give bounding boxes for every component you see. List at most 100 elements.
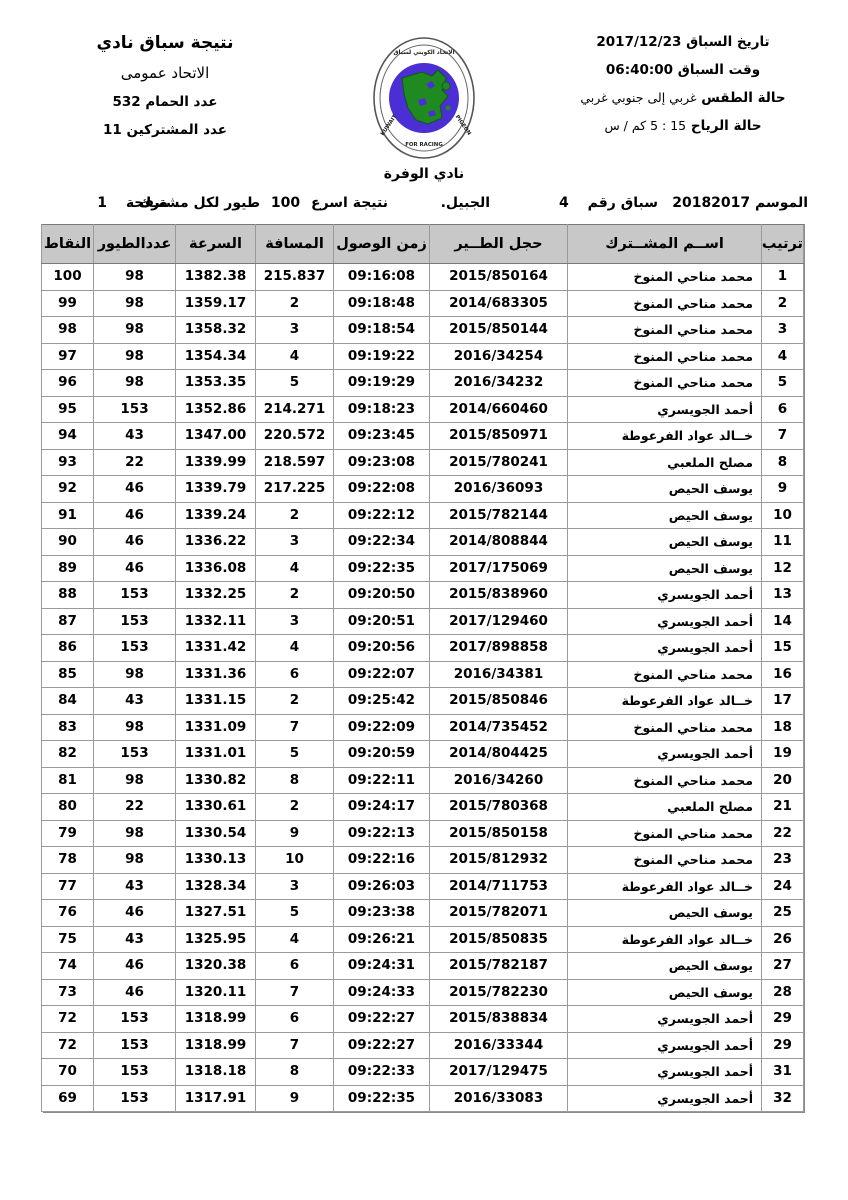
cell-name: محمد مناحي المنوخ (567, 369, 762, 397)
participant-name: أحمد الجويسري (657, 401, 753, 417)
cell-time: 09:20:56 (333, 634, 430, 662)
race-date-value: 2017/12/23 (596, 34, 682, 50)
cell-time: 09:22:27 (333, 1031, 430, 1059)
cell-reg: 2015/850835 (429, 925, 568, 953)
cell-name: محمد مناحي المنوخ (567, 316, 762, 344)
cell-reg: 2015/850144 (429, 316, 568, 344)
cell-points: 98 (41, 316, 94, 344)
cell-birds: 153 (93, 607, 176, 635)
cell-time: 09:22:34 (333, 528, 430, 556)
cell-time: 09:22:11 (333, 766, 430, 794)
cell-speed: 1318.18 (175, 1058, 256, 1086)
pigeon-count-label: عدد الحمام (145, 94, 218, 110)
cell-time: 09:22:08 (333, 475, 430, 503)
cell-speed: 1330.82 (175, 766, 256, 794)
cell-time: 09:24:17 (333, 793, 430, 821)
table-row: 23 محمد مناحي المنوخ 2015/812932 09:22:16 10… (41, 846, 804, 874)
season-label: الموسم (755, 195, 808, 211)
cell-points: 76 (41, 899, 94, 927)
participant-name: يوسف الحيص (668, 507, 753, 523)
cell-dist: 7 (255, 1031, 334, 1059)
cell-speed: 1358.32 (175, 316, 256, 344)
table-row: 4 محمد مناحي المنوخ 2016/34254 09:19:22 4 135… (41, 342, 804, 370)
cell-rank: 6 (761, 395, 804, 423)
cell-birds: 46 (93, 475, 176, 503)
race-time: وقت السباق 06:40:00 (558, 56, 808, 84)
cell-points: 91 (41, 501, 94, 529)
col-header-speed: السرعة (175, 224, 256, 264)
cell-speed: 1331.01 (175, 740, 256, 768)
participant-count-label: عدد المشتركين (126, 122, 228, 138)
participant-name: مصلح الملعبي (667, 454, 753, 470)
cell-time: 09:16:08 (333, 263, 430, 291)
cell-dist: 218.597 (255, 448, 334, 476)
cell-reg: 2015/838960 (429, 581, 568, 609)
cell-name: أحمد الجويسري (567, 1084, 762, 1112)
table-row: 32 أحمد الجويسري 2016/33083 09:22:35 9 1317.9… (41, 1084, 804, 1112)
race-number-value: 4 (559, 195, 569, 211)
table-row: 31 أحمد الجويسري 2017/129475 09:22:33 8 1318.… (41, 1058, 804, 1086)
cell-dist: 6 (255, 952, 334, 980)
cell-name: يوسف الحيص (567, 952, 762, 980)
fastest-label: نتيجة اسرع (311, 195, 388, 211)
cell-points: 84 (41, 687, 94, 715)
cell-reg: 2017/129475 (429, 1058, 568, 1086)
cell-rank: 29 (761, 1005, 804, 1033)
participant-name: محمد مناحي المنوخ (633, 322, 753, 337)
cell-dist: 2 (255, 289, 334, 317)
cell-dist: 220.572 (255, 422, 334, 450)
cell-name: أحمد الجويسري (567, 634, 762, 662)
cell-name: محمد مناحي المنوخ (567, 766, 762, 794)
table-row: 27 يوسف الحيص 2015/782187 09:24:31 6 1320.38 4… (41, 952, 804, 980)
cell-reg: 2015/850158 (429, 819, 568, 847)
season-value: 20182017 (672, 195, 751, 211)
cell-reg: 2016/34232 (429, 369, 568, 397)
cell-birds: 43 (93, 925, 176, 953)
cell-birds: 153 (93, 1058, 176, 1086)
cell-birds: 153 (93, 1084, 176, 1112)
cell-dist: 2 (255, 581, 334, 609)
cell-name: محمد مناحي المنوخ (567, 342, 762, 370)
cell-speed: 1336.08 (175, 554, 256, 582)
cell-time: 09:23:38 (333, 899, 430, 927)
cell-reg: 2016/36093 (429, 475, 568, 503)
table-row: 2 محمد مناحي المنوخ 2014/683305 09:18:48 2 13… (41, 289, 804, 317)
cell-speed: 1318.99 (175, 1005, 256, 1033)
cell-birds: 46 (93, 899, 176, 927)
cell-time: 09:23:08 (333, 448, 430, 476)
participant-name: محمد مناحي المنوخ (633, 666, 753, 682)
cell-dist: 6 (255, 1005, 334, 1033)
race-city: الجبيل. (440, 195, 490, 211)
cell-name: أحمد الجويسري (567, 1031, 762, 1059)
cell-reg: 2014/683305 (429, 289, 568, 317)
cell-points: 99 (41, 289, 94, 317)
wind-value: 15 : 5 كم / س (604, 118, 687, 133)
weather-label: حالة الطقس (701, 90, 786, 106)
cell-speed: 1347.00 (175, 422, 256, 450)
table-row: 3 محمد مناحي المنوخ 2015/850144 09:18:54 3 13… (41, 316, 804, 344)
cell-reg: 2016/33344 (429, 1031, 568, 1059)
cell-name: خــالد عواد الفرعوطة (567, 872, 762, 900)
cell-dist: 7 (255, 978, 334, 1006)
wind-label: حالة الرياح (690, 118, 762, 134)
participant-name: يوسف الحيص (668, 534, 753, 549)
col-header-reg: حجل الطــير (429, 224, 568, 264)
cell-dist: 9 (255, 1084, 334, 1112)
participant-name: أحمد الجويسري (657, 1090, 753, 1106)
cell-points: 72 (41, 1005, 94, 1033)
race-time-value: 06:40:00 (605, 62, 674, 78)
cell-birds: 153 (93, 395, 176, 423)
cell-name: خــالد عواد الفرعوطة (567, 422, 762, 450)
cell-reg: 2016/34254 (429, 342, 568, 370)
cell-name: محمد مناحي المنوخ (567, 263, 762, 291)
cell-dist: 6 (255, 660, 334, 688)
cell-speed: 1339.79 (175, 475, 256, 503)
document-header: نتيجة سباق نادي الاتحاد عمومى عدد الحمام… (0, 0, 848, 159)
cell-birds: 98 (93, 660, 176, 688)
cell-birds: 43 (93, 422, 176, 450)
cell-rank: 29 (761, 1031, 804, 1059)
table-row: 15 أحمد الجويسري 2017/898858 09:20:56 4 1331.… (41, 634, 804, 662)
cell-birds: 153 (93, 581, 176, 609)
cell-points: 80 (41, 793, 94, 821)
